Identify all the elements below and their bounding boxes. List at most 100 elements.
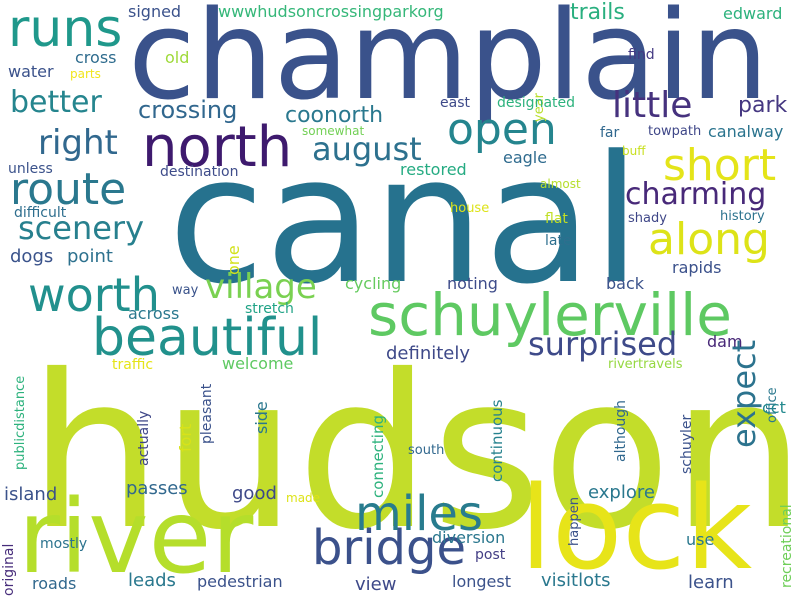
word: dogs	[10, 246, 54, 267]
word: almost	[540, 177, 581, 191]
word: north	[142, 115, 293, 180]
word: visitlots	[541, 570, 611, 591]
word: edward	[723, 4, 783, 23]
word: traffic	[112, 357, 154, 373]
word: pleasant	[199, 383, 215, 444]
word: expect	[725, 339, 763, 448]
word: unless	[8, 161, 53, 177]
word: eagle	[503, 148, 548, 167]
word: champlain	[128, 0, 769, 128]
word: schuylerville	[368, 281, 732, 349]
word: actually	[136, 410, 152, 466]
word: mostly	[40, 536, 88, 552]
word: hudson	[28, 329, 800, 576]
word: parts	[70, 67, 101, 81]
word: signed	[128, 2, 182, 21]
word: noting	[447, 274, 498, 293]
word: old	[165, 48, 190, 67]
word: short	[663, 140, 777, 191]
word: scenery	[18, 209, 145, 247]
word: shady	[628, 211, 667, 226]
word: miles	[355, 486, 483, 542]
word: village	[205, 267, 317, 307]
word: post	[475, 547, 506, 563]
word: definitely	[386, 343, 471, 364]
word: good	[232, 483, 277, 504]
word: side	[252, 401, 271, 434]
word: find	[628, 47, 655, 63]
word: learn	[688, 572, 734, 593]
word: cycling	[345, 274, 402, 293]
word: history	[720, 209, 765, 224]
word: one	[224, 245, 243, 275]
word: open	[447, 104, 557, 155]
word: publicdistance	[13, 375, 28, 470]
word: trails	[570, 0, 625, 25]
word: restored	[400, 160, 467, 179]
word: across	[128, 304, 180, 323]
word: roads	[32, 574, 77, 593]
word: dam	[707, 332, 743, 351]
word: runs	[8, 0, 123, 59]
word: coonorth	[285, 103, 384, 128]
word: south	[408, 443, 445, 458]
word: canal	[168, 118, 641, 323]
word: canalway	[708, 122, 784, 141]
word: connecting	[369, 415, 387, 498]
word: little	[612, 85, 693, 126]
word: worth	[28, 268, 160, 322]
word: far	[600, 125, 620, 141]
word: passes	[126, 478, 188, 499]
word: although	[613, 399, 629, 462]
word: difficult	[14, 205, 67, 221]
word: along	[648, 214, 770, 265]
word: bridge	[312, 520, 467, 576]
word: surprised	[528, 325, 678, 363]
word: flat	[545, 211, 568, 227]
word: park	[738, 93, 788, 118]
word: river	[18, 478, 254, 597]
word: buff	[622, 144, 646, 158]
word: way	[172, 283, 199, 298]
word: fort	[176, 423, 195, 452]
word: designated	[497, 95, 576, 111]
word: island	[4, 484, 58, 505]
word: august	[312, 130, 422, 168]
word: water	[8, 62, 54, 81]
word: cross	[75, 48, 117, 67]
word: happen	[567, 497, 582, 546]
word: continuous	[488, 399, 506, 483]
word: lock	[520, 462, 753, 596]
word: recreational	[779, 504, 795, 588]
word: point	[67, 246, 113, 267]
word: somewhat	[302, 124, 365, 138]
word: destination	[160, 164, 239, 180]
word: view	[355, 574, 397, 595]
word: rivertravels	[608, 357, 683, 372]
word: wwwhudsoncrossingparkorg	[218, 2, 444, 21]
word: rapids	[672, 258, 722, 277]
word: route	[10, 164, 127, 215]
word: diversion	[432, 528, 506, 547]
word: made	[286, 491, 321, 505]
word: charming	[625, 177, 767, 212]
word: late	[545, 233, 572, 249]
word: better	[10, 85, 102, 120]
word: stretch	[245, 301, 294, 317]
word: pedestrian	[197, 572, 283, 591]
word: leads	[128, 570, 176, 591]
word: cct	[762, 398, 786, 417]
word: east	[440, 95, 470, 111]
word: explore	[588, 482, 655, 503]
word: welcome	[222, 354, 294, 373]
word: original	[1, 543, 17, 596]
word: back	[606, 274, 645, 293]
word: house	[450, 201, 490, 216]
word: use	[686, 530, 715, 549]
word: schuyler	[679, 414, 695, 474]
word: towpath	[648, 124, 702, 139]
word: right	[38, 123, 118, 163]
word: crossing	[138, 96, 238, 124]
word: beautiful	[92, 308, 323, 368]
